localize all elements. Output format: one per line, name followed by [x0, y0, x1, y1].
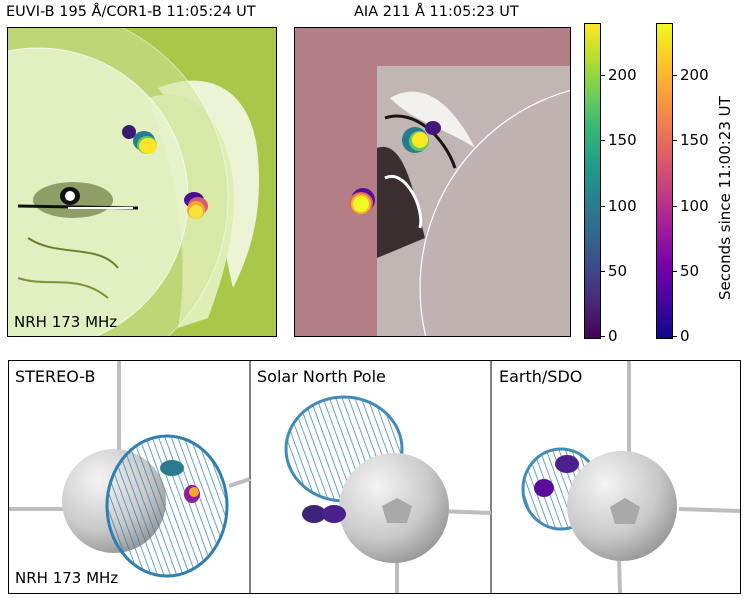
plasma-tick-100: 100: [680, 197, 709, 215]
pentagon-icon-3: [610, 498, 640, 524]
bottom-3d-graphics: [9, 361, 740, 593]
bottom-3d-row: STEREO-B NRH 173 MHz Solar North Pole Ea…: [8, 360, 741, 594]
earth-sdo-label: Earth/SDO: [499, 367, 583, 386]
euvi-freq-label: NRH 173 MHz: [14, 313, 118, 331]
plasma-colorbar-label: Seconds since 11:00:23 UT: [716, 96, 734, 300]
viridis-tick-150: 150: [608, 131, 637, 149]
viridis-tick-50: 50: [608, 262, 628, 280]
stereo-b-label: STEREO-B: [15, 367, 96, 386]
euvi-title: EUVI-B 195 Å/COR1-B 11:05:24 UT: [6, 4, 256, 20]
pentagon-icon-2: [382, 498, 412, 523]
aia-image: [295, 28, 570, 336]
euvi-image: [8, 28, 276, 336]
euvi-image-panel: NRH 173 MHz: [7, 27, 277, 337]
plasma-colorbar: [656, 23, 673, 339]
aia-image-panel: [294, 27, 571, 337]
viridis-tick-0: 0: [608, 327, 618, 345]
nrh-freq-label-bottom: NRH 173 MHz: [15, 569, 119, 587]
plasma-tick-200: 200: [680, 66, 709, 84]
plasma-tick-150: 150: [680, 131, 709, 149]
plasma-tick-50: 50: [680, 262, 700, 280]
viridis-tick-100: 100: [608, 197, 637, 215]
viridis-colorbar: [584, 23, 601, 339]
viridis-tick-200: 200: [608, 66, 637, 84]
solar-north-pole-label: Solar North Pole: [257, 367, 386, 386]
aia-title: AIA 211 Å 11:05:23 UT: [354, 4, 519, 20]
plasma-tick-0: 0: [680, 327, 690, 345]
